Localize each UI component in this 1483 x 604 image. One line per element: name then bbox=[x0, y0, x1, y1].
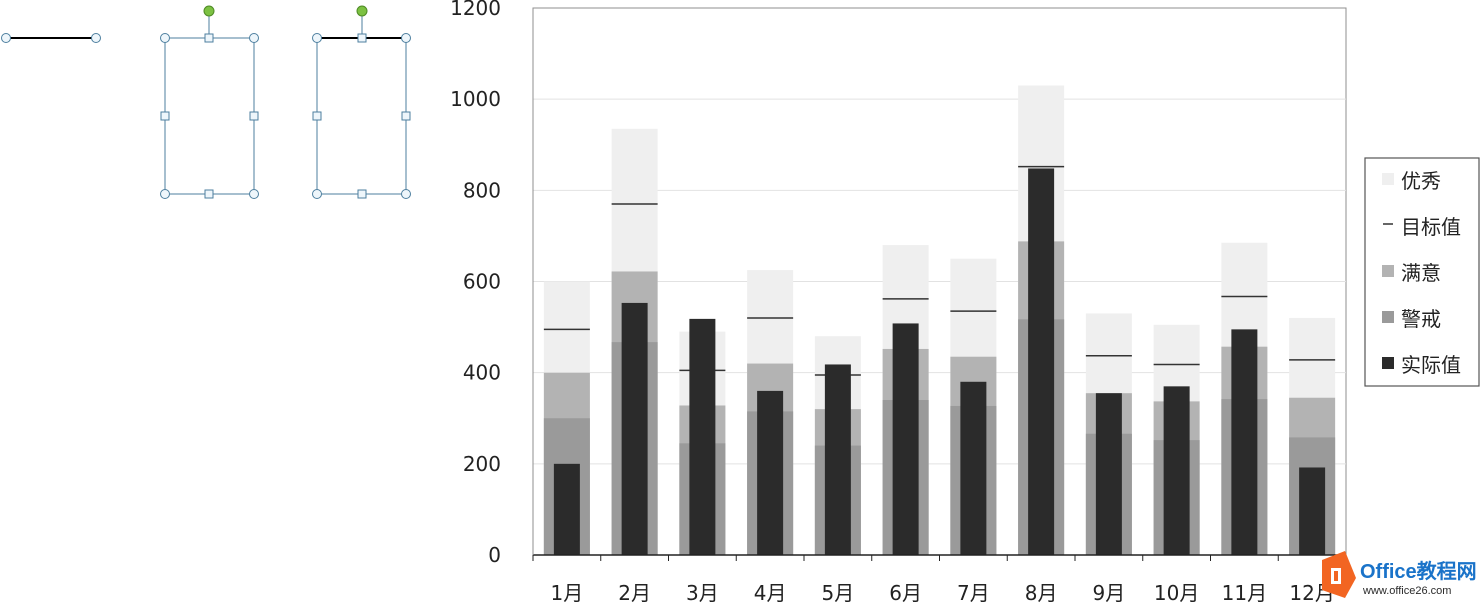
x-tick-label: 4月 bbox=[754, 581, 787, 604]
side-handle[interactable] bbox=[401, 111, 411, 121]
x-tick-label: 6月 bbox=[889, 581, 922, 604]
rect-shape[interactable] bbox=[160, 5, 259, 199]
bar-实际值 bbox=[1095, 393, 1122, 555]
y-tick-label: 800 bbox=[463, 178, 501, 202]
corner-handle[interactable] bbox=[312, 189, 322, 199]
bar-实际值 bbox=[757, 390, 784, 555]
rect-shape-top-line[interactable] bbox=[312, 5, 411, 199]
corner-handle[interactable] bbox=[401, 189, 411, 199]
bar-实际值 bbox=[960, 381, 987, 555]
watermark: Office教程网 www.office26.com bbox=[1322, 551, 1477, 598]
side-handle[interactable] bbox=[160, 111, 170, 121]
x-tick-label: 5月 bbox=[822, 581, 855, 604]
corner-handle[interactable] bbox=[249, 189, 259, 199]
y-tick-label: 200 bbox=[463, 452, 501, 476]
rect-outline bbox=[316, 37, 407, 195]
y-axis-ticks: 0 200 400 600 800 1000 1200 bbox=[450, 0, 501, 567]
legend-label: 目标值 bbox=[1401, 215, 1461, 239]
y-tick-label: 1000 bbox=[450, 87, 501, 111]
side-handle[interactable] bbox=[357, 189, 367, 199]
watermark-title: Office教程网 bbox=[1360, 559, 1477, 583]
legend-swatch bbox=[1382, 357, 1394, 369]
chart-area: 0 200 400 600 800 1000 1200 1月 2月 3月 4月 5月 6月 7月 8月 9月… bbox=[450, 0, 1347, 604]
bar-实际值 bbox=[1231, 329, 1258, 555]
bar-实际值 bbox=[1163, 386, 1190, 555]
x-tick-label: 11月 bbox=[1222, 581, 1267, 604]
bar-实际值 bbox=[553, 463, 580, 555]
x-tick-label: 1月 bbox=[551, 581, 584, 604]
side-handle[interactable] bbox=[249, 111, 259, 121]
legend-label: 满意 bbox=[1401, 261, 1441, 285]
line-handle-left[interactable] bbox=[1, 33, 11, 43]
rotate-handle[interactable] bbox=[203, 5, 215, 17]
watermark-url: www.office26.com bbox=[1362, 585, 1451, 597]
y-tick-label: 0 bbox=[488, 543, 501, 567]
gridlines bbox=[533, 98, 1346, 465]
side-handle[interactable] bbox=[204, 33, 214, 43]
x-axis-ticks: 1月 2月 3月 4月 5月 6月 7月 8月 9月 10月 11月 12月 bbox=[532, 555, 1347, 604]
x-tick-label: 8月 bbox=[1025, 581, 1058, 604]
line-handle-right[interactable] bbox=[91, 33, 101, 43]
y-tick-label: 1200 bbox=[450, 0, 501, 20]
bar-实际值 bbox=[892, 323, 919, 555]
y-tick-label: 600 bbox=[463, 270, 501, 294]
bar-实际值 bbox=[1299, 467, 1326, 555]
x-tick-label: 3月 bbox=[686, 581, 719, 604]
x-tick-label: 10月 bbox=[1154, 581, 1199, 604]
legend-label: 实际值 bbox=[1401, 353, 1461, 377]
bar-实际值 bbox=[1028, 168, 1055, 555]
bar-实际值 bbox=[824, 364, 851, 555]
side-handle[interactable] bbox=[312, 111, 322, 121]
bar-实际值 bbox=[621, 302, 648, 555]
corner-handle[interactable] bbox=[160, 189, 170, 199]
x-tick-label: 2月 bbox=[618, 581, 651, 604]
corner-handle[interactable] bbox=[312, 33, 322, 43]
y-tick-label: 400 bbox=[463, 361, 501, 385]
legend-swatch bbox=[1382, 265, 1394, 277]
rotate-handle[interactable] bbox=[356, 5, 368, 17]
legend-label: 警戒 bbox=[1401, 307, 1441, 331]
x-tick-label: 9月 bbox=[1093, 581, 1126, 604]
legend-swatch bbox=[1382, 173, 1394, 185]
x-tick-label: 7月 bbox=[957, 581, 990, 604]
side-handle[interactable] bbox=[357, 33, 367, 43]
office-logo-icon bbox=[1322, 551, 1356, 598]
legend-swatch bbox=[1382, 311, 1394, 323]
rect-outline bbox=[164, 37, 255, 195]
bars bbox=[543, 85, 1336, 556]
corner-handle[interactable] bbox=[249, 33, 259, 43]
side-handle[interactable] bbox=[204, 189, 214, 199]
legend-label: 优秀 bbox=[1401, 169, 1441, 193]
corner-handle[interactable] bbox=[401, 33, 411, 43]
line-shape[interactable] bbox=[1, 33, 101, 43]
bar-实际值 bbox=[689, 318, 716, 555]
corner-handle[interactable] bbox=[160, 33, 170, 43]
